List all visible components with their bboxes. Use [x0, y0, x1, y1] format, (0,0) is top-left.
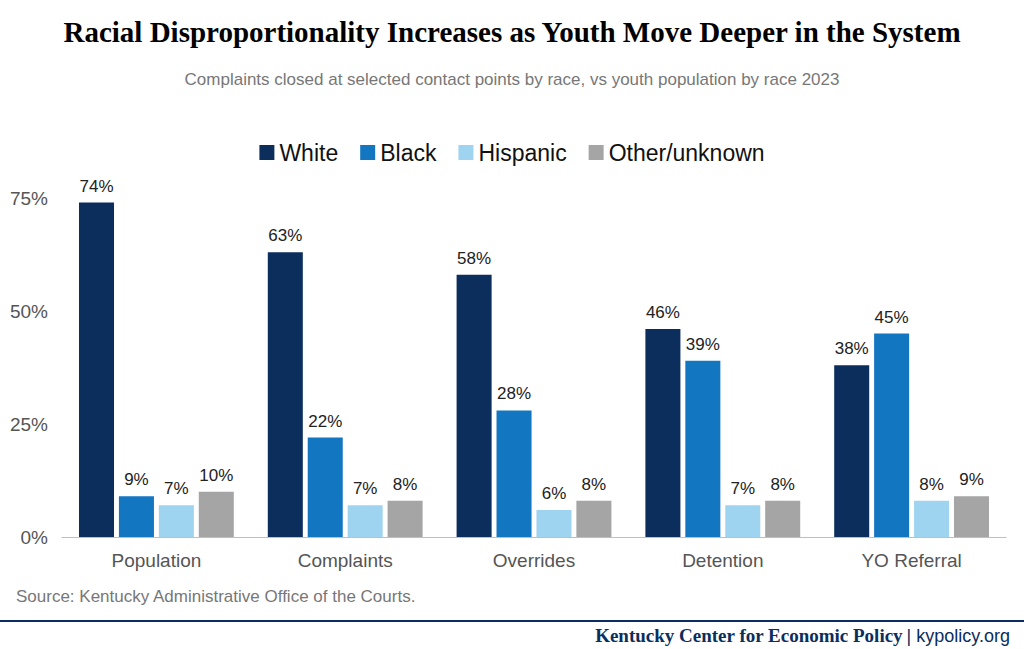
svg-text:Source: Kentucky Administrativ: Source: Kentucky Administrative Office o… [16, 587, 415, 606]
svg-text:Racial Disproportionality Incr: Racial Disproportionality Increases as Y… [63, 16, 960, 48]
svg-text:7%: 7% [730, 479, 755, 498]
svg-text:7%: 7% [164, 479, 189, 498]
svg-text:Hispanic: Hispanic [478, 140, 566, 166]
svg-text:22%: 22% [308, 412, 342, 431]
svg-text:Other/unknown: Other/unknown [609, 140, 765, 166]
svg-text:38%: 38% [835, 339, 869, 358]
svg-text:Black: Black [380, 140, 437, 166]
svg-text:8%: 8% [393, 475, 418, 494]
svg-text:58%: 58% [457, 249, 491, 268]
svg-text:8%: 8% [919, 475, 944, 494]
svg-text:9%: 9% [124, 470, 149, 489]
svg-text:46%: 46% [646, 303, 680, 322]
svg-text:50%: 50% [10, 301, 48, 322]
svg-text:9%: 9% [959, 470, 984, 489]
svg-text:6%: 6% [542, 484, 567, 503]
svg-text:63%: 63% [268, 226, 302, 245]
svg-text:74%: 74% [79, 177, 113, 196]
svg-text:8%: 8% [582, 475, 607, 494]
svg-text:8%: 8% [770, 475, 795, 494]
svg-text:Detention: Detention [682, 550, 763, 571]
svg-text:Complaints: Complaints [298, 550, 393, 571]
svg-text:YO Referral: YO Referral [861, 550, 961, 571]
svg-text:28%: 28% [497, 384, 531, 403]
svg-text:White: White [279, 140, 338, 166]
svg-text:Kentucky Center for Economic P: Kentucky Center for Economic Policy [595, 625, 903, 646]
svg-text:| kypolicy.org: | kypolicy.org [907, 626, 1010, 646]
svg-text:25%: 25% [10, 414, 48, 435]
svg-text:7%: 7% [353, 479, 378, 498]
svg-text:39%: 39% [686, 335, 720, 354]
svg-text:Overrides: Overrides [493, 550, 575, 571]
svg-text:Complaints closed at selected: Complaints closed at selected contact po… [185, 70, 840, 89]
svg-text:45%: 45% [875, 308, 909, 327]
svg-text:Population: Population [112, 550, 202, 571]
svg-text:75%: 75% [10, 188, 48, 209]
svg-text:0%: 0% [21, 527, 49, 548]
svg-text:10%: 10% [199, 466, 233, 485]
